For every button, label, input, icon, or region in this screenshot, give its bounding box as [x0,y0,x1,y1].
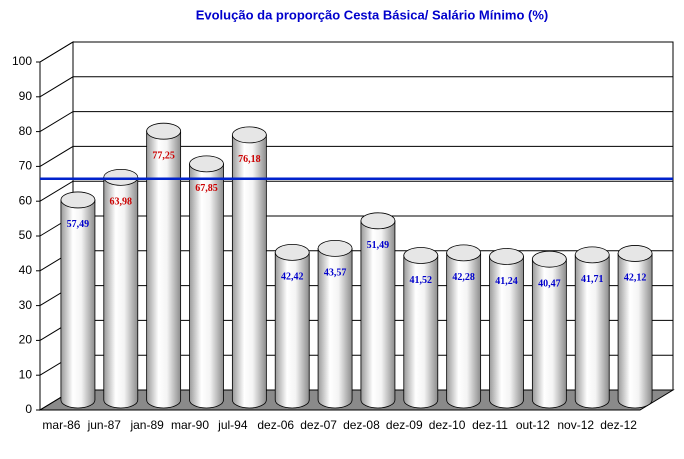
bar-body [146,130,182,409]
x-tick-label: dez-07 [300,418,337,432]
x-tick-label: dez-12 [600,418,637,432]
grid-line [39,41,673,63]
y-tick-label: 50 [19,228,33,242]
bar-body [403,255,439,409]
x-tick-label: jul-94 [217,418,248,432]
y-tick-label: 90 [19,89,33,103]
x-tick-label: jun-87 [87,418,122,432]
value-label: 63,98 [110,197,133,208]
x-tick-label: dez-09 [386,418,423,432]
value-label: 42,28 [452,272,475,283]
x-tick-label: jan-89 [129,418,164,432]
value-label: 57,49 [67,219,90,230]
x-tick-label: dez-10 [429,418,466,432]
y-tick-label: 0 [25,402,32,416]
bar-body [189,163,224,409]
y-tick-label: 70 [19,159,33,173]
value-label: 41,52 [410,275,433,286]
bar [403,247,439,409]
bar [189,155,224,409]
bar-body [574,254,610,409]
x-tick-label: dez-08 [343,418,380,432]
bar-body [231,134,267,409]
bar-top [317,239,353,257]
bar [317,239,353,409]
value-label: 51,49 [367,240,390,251]
y-tick-label: 10 [19,367,33,381]
bar [617,245,653,409]
grid-line [39,111,673,133]
x-tick-label: dez-11 [472,418,508,432]
bar-body [617,253,653,409]
bar [531,250,567,409]
bar-body [60,199,96,409]
bar-top [403,247,439,264]
bar-top [531,250,567,268]
y-tick-label: 60 [19,193,33,207]
x-tick-label: mar-90 [171,418,209,432]
grid-line [39,76,673,98]
bar [360,212,396,409]
bar-body [446,252,482,409]
value-label: 41,24 [495,276,518,287]
bar-top [189,155,224,173]
value-label: 40,47 [538,278,561,289]
bar-top [617,245,653,262]
bar-top [231,126,267,144]
grid-line [39,180,673,202]
y-tick-label: 30 [19,298,33,312]
value-label: 43,57 [324,268,347,279]
x-tick-label: nov-12 [557,418,594,432]
bar-top [103,168,139,186]
y-tick-label: 100 [12,54,32,68]
bar-body [317,247,353,409]
bar-top [146,122,182,140]
bar-body [274,251,310,409]
bar-top [574,246,610,264]
bar-top [446,244,482,262]
x-tick-label: out-12 [516,418,550,432]
bar-body [103,176,139,409]
bar [489,248,524,409]
bar-top [489,248,524,265]
bar-body [489,256,524,409]
value-label: 42,42 [281,272,304,283]
chart-title: Evolução da proporção Cesta Básica/ Salá… [196,7,549,22]
bar-top [360,212,396,230]
bar [574,246,610,409]
bar [60,191,96,409]
y-tick-label: 80 [19,124,33,138]
value-label: 77,25 [152,150,175,161]
bar-top [274,243,310,261]
bar-top [60,191,96,209]
x-tick-label: dez-06 [257,418,294,432]
value-label: 42,12 [624,273,647,284]
value-label: 76,18 [238,154,261,165]
bar [274,243,310,409]
bar-body [531,258,567,409]
bar [231,126,267,409]
y-tick-label: 40 [19,263,33,277]
bar-body [360,220,396,409]
value-label: 67,85 [195,183,218,194]
y-tick-label: 20 [19,333,33,347]
bar [146,122,182,409]
grid-line [39,145,673,167]
x-tick-label: mar-86 [42,418,80,432]
bar [446,244,482,409]
value-label: 41,71 [581,274,604,285]
bar [103,168,139,409]
